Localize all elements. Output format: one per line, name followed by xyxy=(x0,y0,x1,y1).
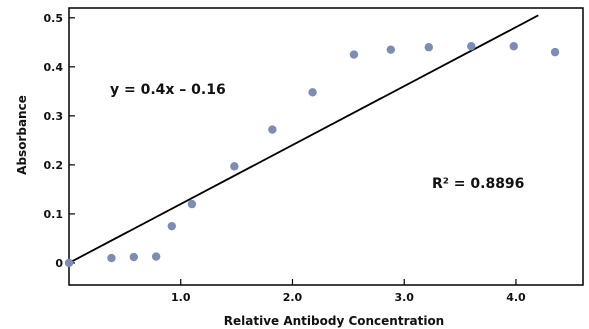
x-axis-ticks: 1.0 2.0 3.0 4.0 xyxy=(171,279,526,304)
axes xyxy=(68,7,584,286)
data-point xyxy=(268,125,277,134)
y-tick-label: 0 xyxy=(55,257,63,270)
equation-annotation: y = 0.4x – 0.16 xyxy=(110,82,226,98)
x-tick-label: 3.0 xyxy=(394,291,414,304)
data-point xyxy=(424,43,433,52)
x-tick-label: 2.0 xyxy=(283,291,303,304)
trendline xyxy=(68,14,539,264)
trendline-group xyxy=(68,14,539,264)
data-point xyxy=(107,253,116,263)
y-tick-label: 0.4 xyxy=(44,61,64,74)
x-tick-label: 4.0 xyxy=(506,291,526,304)
x-axis-title: Relative Antibody Concentration xyxy=(224,314,444,328)
data-points xyxy=(64,42,560,268)
data-point xyxy=(509,42,518,51)
data-point xyxy=(151,252,161,261)
data-point xyxy=(308,88,317,97)
r-squared-annotation: R² = 0.8896 xyxy=(432,176,524,192)
data-point xyxy=(129,252,139,262)
data-point xyxy=(64,258,74,268)
data-point xyxy=(187,199,197,209)
data-point xyxy=(230,162,239,171)
y-axis-ticks: 0 0.1 0.2 0.3 0.4 0.5 xyxy=(44,12,75,270)
y-tick-label: 0.1 xyxy=(44,208,64,221)
data-point xyxy=(349,50,359,59)
data-point xyxy=(550,47,560,57)
data-point xyxy=(467,42,476,51)
x-tick-label: 1.0 xyxy=(171,291,191,304)
y-axis-title: Absorbance xyxy=(15,95,29,175)
y-tick-label: 0.3 xyxy=(44,110,64,123)
y-tick-label: 0.2 xyxy=(44,159,64,172)
data-point xyxy=(167,221,176,231)
plot-frame xyxy=(68,7,584,286)
data-point xyxy=(386,45,396,54)
y-tick-label: 0.5 xyxy=(44,12,64,25)
